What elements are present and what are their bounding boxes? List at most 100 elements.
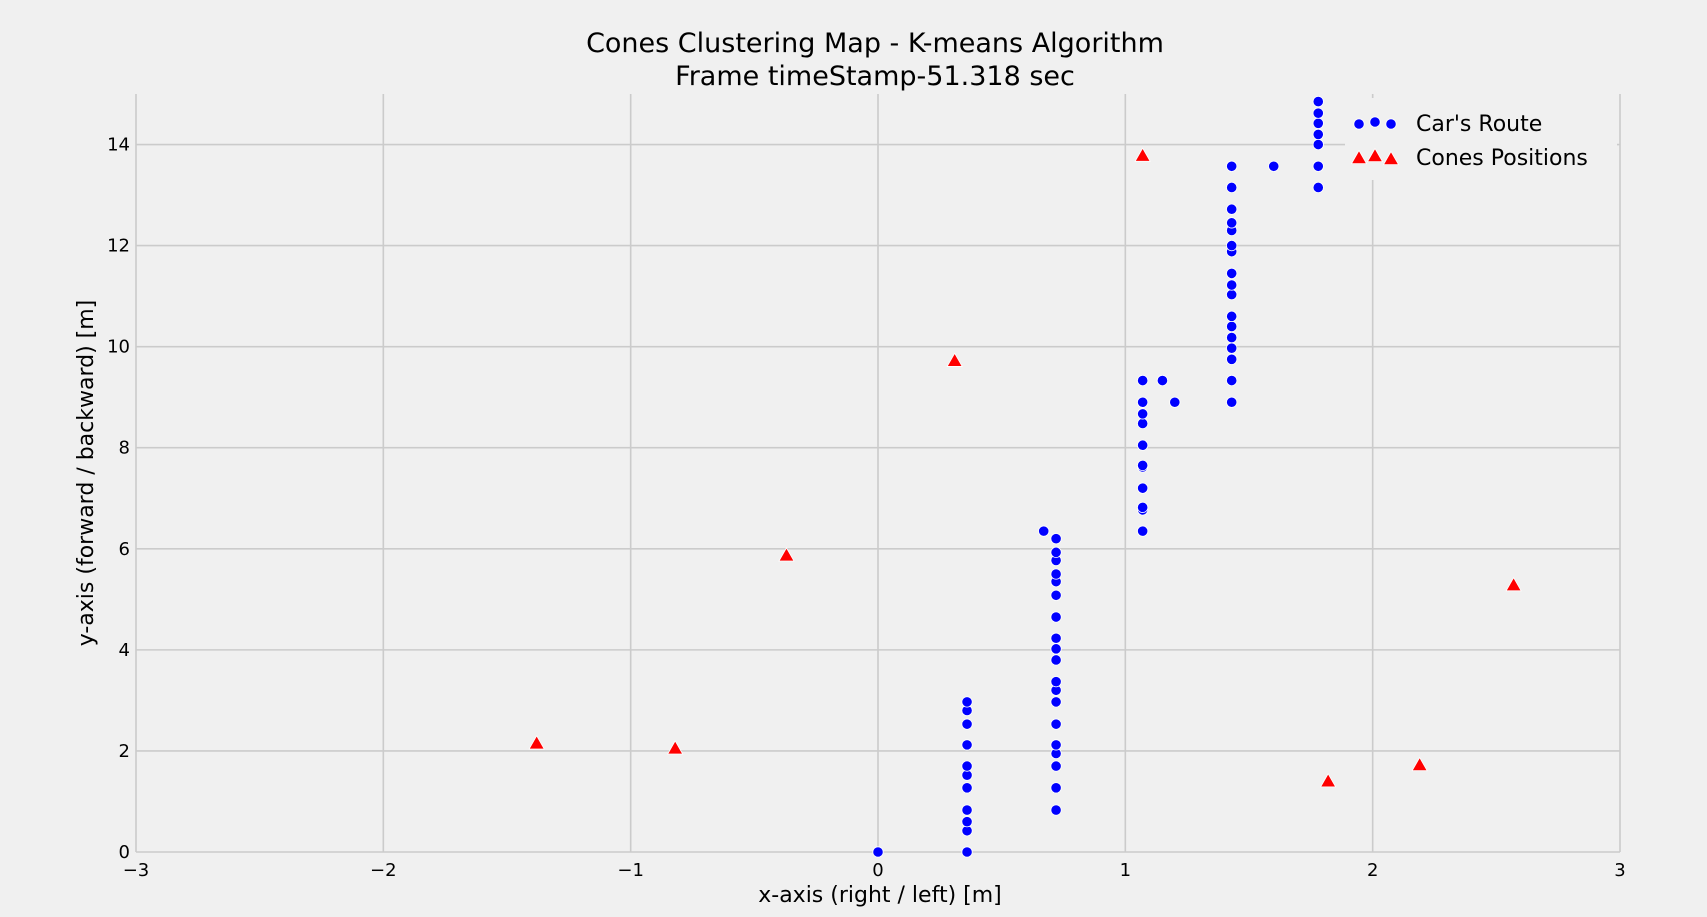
route-point [1226,203,1238,215]
legend-route-marker [1369,116,1381,128]
route-point [1312,181,1324,194]
y-tick-label: 14 [107,135,130,156]
route-point [1226,217,1238,229]
legend-route-marker [1353,118,1365,130]
route-point [1050,533,1062,545]
route-point [1226,240,1238,252]
legend-cone-marker [1350,149,1368,165]
cone-point [1319,772,1337,788]
route-point [961,718,973,730]
route-point [1137,396,1149,408]
y-tick-label: 10 [107,337,130,358]
route-point [1050,589,1062,601]
cone-point [1134,147,1151,162]
route-point [1226,331,1238,344]
x-tick-label: −3 [123,860,150,881]
route-point [1050,696,1062,708]
y-tick-label: 2 [119,741,130,762]
route-point [961,782,973,794]
route-point [1169,396,1181,408]
legend-label-route: Car's Route [1416,112,1542,137]
route-point [1226,181,1238,194]
route-point [961,804,973,816]
route-point [1050,804,1062,816]
legend-markers [1350,116,1400,166]
route-point [1050,782,1062,794]
route-point [1050,676,1062,688]
legend-cone-marker [1366,147,1384,163]
route-point [1050,654,1062,666]
route-point [1226,267,1238,279]
x-tick-label: 0 [872,860,883,881]
series-car-route [872,95,1324,858]
route-point [961,739,973,751]
legend-route-marker [1385,118,1397,130]
route-point [1050,643,1062,655]
route-point [1137,482,1149,494]
x-tick-label: 3 [1614,860,1625,881]
route-point [1050,568,1062,580]
x-tick-label: −2 [370,860,397,881]
cone-point [666,740,684,755]
y-tick-label: 8 [119,438,130,459]
route-point [1226,353,1238,365]
route-point [1050,718,1062,730]
route-point [1137,408,1149,420]
route-point [1226,279,1238,291]
cone-point [528,735,545,750]
route-point [1137,374,1149,387]
route-point [1137,525,1149,537]
x-tick-label: 1 [1120,860,1131,881]
y-tick-label: 6 [119,539,130,560]
x-tick-label: 2 [1367,860,1378,881]
route-point [1050,611,1062,623]
legend-box [1345,98,1617,180]
route-point [1038,525,1050,537]
legend: Car's Route Cones Positions [1345,98,1617,180]
y-axis-label: y-axis (forward / backward) [m] [74,300,99,647]
route-point [1312,117,1324,129]
route-point [1050,632,1062,644]
route-point [1137,501,1149,513]
y-tick-label: 0 [119,842,130,863]
route-point [1226,342,1238,354]
route-point [1312,128,1324,141]
legend-label-cones: Cones Positions [1416,146,1588,171]
route-point [1226,310,1238,322]
route-point [1226,374,1238,387]
chart-title: Cones Clustering Map - K-means Algorithm [586,28,1164,59]
data-points [528,95,1522,858]
cone-point [946,352,963,367]
route-point [1226,320,1238,333]
route-point [1226,289,1238,301]
route-point [1312,138,1324,151]
route-point [1050,546,1062,558]
y-tick-label: 4 [119,640,130,661]
route-point [1050,760,1062,772]
cone-point [778,547,795,562]
route-point [1137,459,1149,472]
cone-point [1505,576,1522,592]
route-point [961,696,973,708]
x-axis-label: x-axis (right / left) [m] [758,883,1002,908]
route-point [1226,396,1238,408]
route-point [1312,95,1324,108]
route-point [1268,160,1280,172]
route-point [1312,160,1324,172]
route-point [1137,439,1149,451]
route-point [1156,374,1169,387]
route-point [961,816,973,828]
route-point [1050,739,1062,751]
route-point [872,846,884,858]
route-point [1226,160,1238,172]
cone-point [1411,756,1428,772]
legend-cone-marker [1382,150,1400,166]
route-point [1137,417,1149,430]
y-tick-label: 12 [107,236,130,257]
route-point [961,760,973,772]
x-tick-label: −1 [617,860,644,881]
route-point [961,846,973,858]
chart-subtitle: Frame timeStamp-51.318 sec [675,61,1075,92]
